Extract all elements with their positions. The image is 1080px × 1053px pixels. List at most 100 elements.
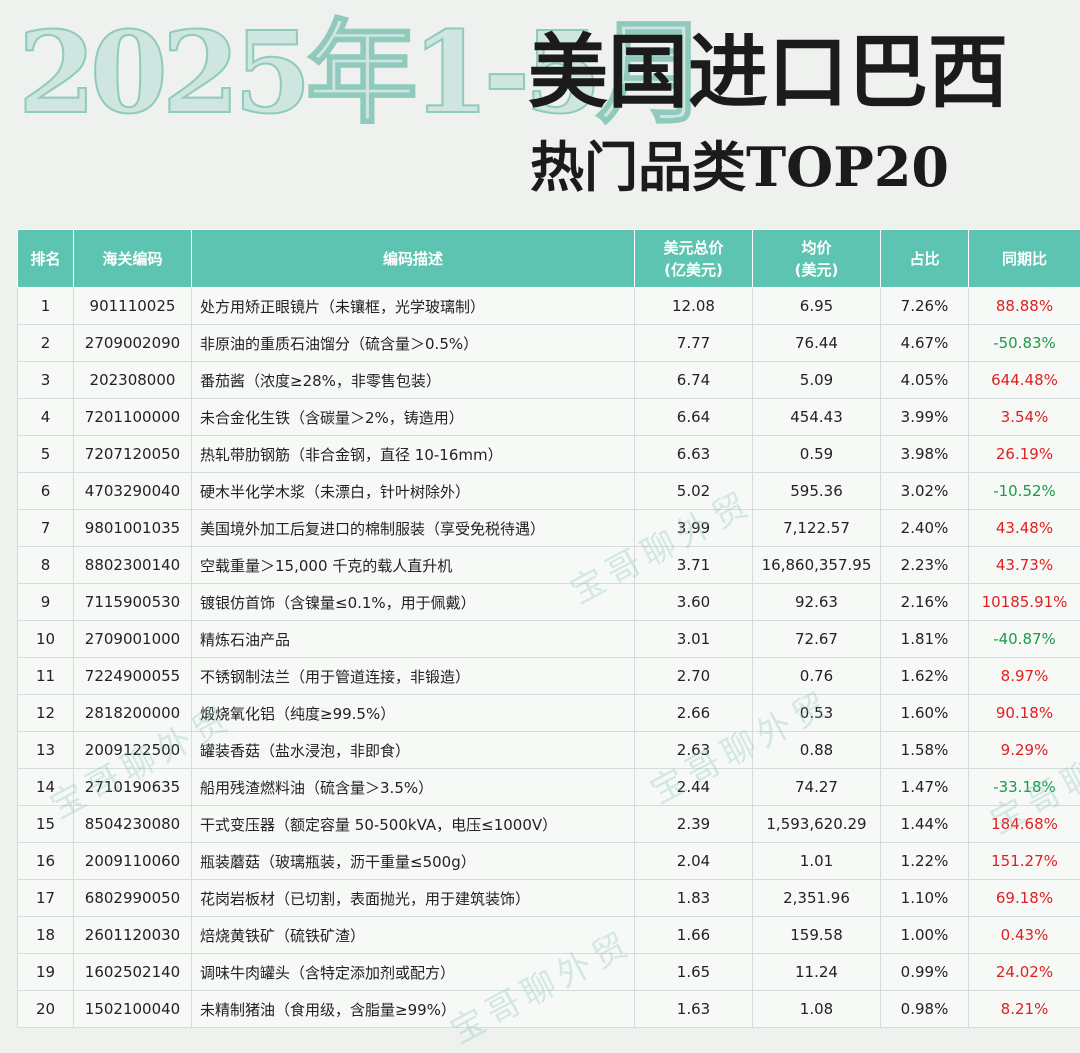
header-avg: 均价 (美元) <box>753 230 881 288</box>
total-cell: 2.70 <box>635 658 753 695</box>
share-cell: 4.67% <box>881 325 969 362</box>
hs-code-cell: 7224900055 <box>74 658 192 695</box>
hs-code-cell: 2709001000 <box>74 621 192 658</box>
avg-price-cell: 76.44 <box>753 325 881 362</box>
share-cell: 1.58% <box>881 732 969 769</box>
description-cell: 美国境外加工后复进口的棉制服装（享受免税待遇） <box>192 510 635 547</box>
rank-cell: 15 <box>18 806 74 843</box>
avg-price-cell: 92.63 <box>753 584 881 621</box>
rank-cell: 6 <box>18 473 74 510</box>
avg-price-cell: 11.24 <box>753 954 881 991</box>
hs-code-cell: 1602502140 <box>74 954 192 991</box>
yoy-cell: 8.21% <box>969 991 1080 1028</box>
avg-price-cell: 7,122.57 <box>753 510 881 547</box>
rank-cell: 19 <box>18 954 74 991</box>
yoy-cell: 644.48% <box>969 362 1080 399</box>
rank-cell: 3 <box>18 362 74 399</box>
avg-price-cell: 595.36 <box>753 473 881 510</box>
total-cell: 2.04 <box>635 843 753 880</box>
header-share: 占比 <box>881 230 969 288</box>
hs-code-cell: 8802300140 <box>74 547 192 584</box>
yoy-cell: 26.19% <box>969 436 1080 473</box>
header-total-line2: (亿美元) <box>664 261 723 279</box>
description-cell: 热轧带肋钢筋（非合金钢，直径 10-16mm） <box>192 436 635 473</box>
header-yoy: 同期比 <box>969 230 1080 288</box>
total-cell: 6.64 <box>635 399 753 436</box>
share-cell: 1.81% <box>881 621 969 658</box>
rank-cell: 18 <box>18 917 74 954</box>
table-header-row: 排名 海关编码 编码描述 美元总价(亿美元) 均价(美元) 占比 同期比 <box>18 230 1080 288</box>
rank-cell: 17 <box>18 880 74 917</box>
description-cell: 镀银仿首饰（含镍量≤0.1%，用于佩戴） <box>192 584 635 621</box>
total-cell: 1.66 <box>635 917 753 954</box>
description-cell: 番茄酱（浓度≥28%，非零售包装） <box>192 362 635 399</box>
yoy-cell: 69.18% <box>969 880 1080 917</box>
total-cell: 3.60 <box>635 584 753 621</box>
rank-cell: 14 <box>18 769 74 806</box>
header-avg-line2: (美元) <box>795 261 839 279</box>
total-cell: 2.39 <box>635 806 753 843</box>
share-cell: 1.62% <box>881 658 969 695</box>
rank-cell: 1 <box>18 288 74 325</box>
avg-price-cell: 1.08 <box>753 991 881 1028</box>
description-cell: 调味牛肉罐头（含特定添加剂或配方） <box>192 954 635 991</box>
yoy-cell: 43.48% <box>969 510 1080 547</box>
hs-code-cell: 202308000 <box>74 362 192 399</box>
description-cell: 瓶装蘑菇（玻璃瓶装，沥干重量≤500g） <box>192 843 635 880</box>
total-cell: 3.99 <box>635 510 753 547</box>
header-total: 美元总价(亿美元) <box>635 230 753 288</box>
yoy-cell: 90.18% <box>969 695 1080 732</box>
rank-cell: 7 <box>18 510 74 547</box>
total-cell: 12.08 <box>635 288 753 325</box>
hs-code-cell: 9801001035 <box>74 510 192 547</box>
total-cell: 3.01 <box>635 621 753 658</box>
page-header: 2025年1-5月 美国进口巴西 热门品类TOP20 <box>0 0 1080 222</box>
avg-price-cell: 72.67 <box>753 621 881 658</box>
share-cell: 2.16% <box>881 584 969 621</box>
rank-cell: 8 <box>18 547 74 584</box>
description-cell: 船用残渣燃料油（硫含量＞3.5%） <box>192 769 635 806</box>
total-cell: 2.66 <box>635 695 753 732</box>
sub-title: 热门品类TOP20 <box>530 140 949 194</box>
description-cell: 硬木半化学木浆（未漂白，针叶树除外） <box>192 473 635 510</box>
yoy-cell: 184.68% <box>969 806 1080 843</box>
avg-price-cell: 0.59 <box>753 436 881 473</box>
hs-code-cell: 2009110060 <box>74 843 192 880</box>
avg-price-cell: 0.53 <box>753 695 881 732</box>
header-avg-line1: 均价 <box>801 239 831 257</box>
yoy-cell: -50.83% <box>969 325 1080 362</box>
yoy-cell: 3.54% <box>969 399 1080 436</box>
total-cell: 1.83 <box>635 880 753 917</box>
hs-code-cell: 6802990050 <box>74 880 192 917</box>
rank-cell: 10 <box>18 621 74 658</box>
share-cell: 2.23% <box>881 547 969 584</box>
share-cell: 4.05% <box>881 362 969 399</box>
share-cell: 1.47% <box>881 769 969 806</box>
avg-price-cell: 0.88 <box>753 732 881 769</box>
rank-cell: 11 <box>18 658 74 695</box>
total-cell: 2.63 <box>635 732 753 769</box>
share-cell: 1.60% <box>881 695 969 732</box>
share-cell: 0.98% <box>881 991 969 1028</box>
rank-cell: 5 <box>18 436 74 473</box>
yoy-cell: 151.27% <box>969 843 1080 880</box>
main-title: 美国进口巴西 <box>528 32 1008 112</box>
avg-price-cell: 0.76 <box>753 658 881 695</box>
hs-code-cell: 2818200000 <box>74 695 192 732</box>
total-cell: 6.74 <box>635 362 753 399</box>
avg-price-cell: 159.58 <box>753 917 881 954</box>
hs-code-cell: 7115900530 <box>74 584 192 621</box>
rank-cell: 4 <box>18 399 74 436</box>
